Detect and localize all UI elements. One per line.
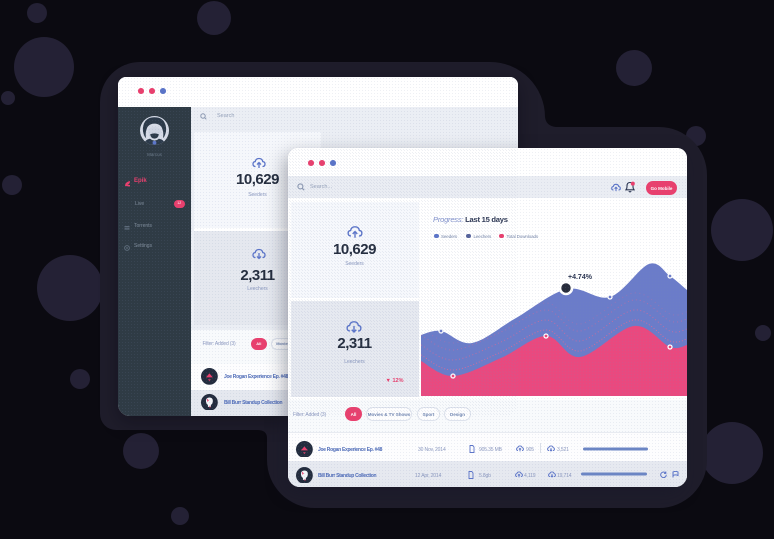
- svg-text:+4.74%: +4.74%: [568, 274, 593, 281]
